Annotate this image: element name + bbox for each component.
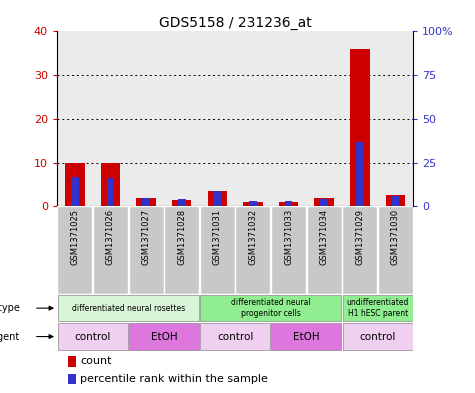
Text: GSM1371033: GSM1371033 [284,209,293,265]
Bar [164,31,200,206]
Bar [350,49,370,206]
Bar [58,295,199,321]
Bar [356,142,364,206]
Bar [378,31,413,206]
Text: cell type: cell type [0,303,19,313]
Bar [57,206,92,294]
Bar [391,196,399,206]
Bar [271,323,341,350]
Bar [67,356,76,367]
Text: percentile rank within the sample: percentile rank within the sample [80,374,268,384]
Text: control: control [75,332,111,342]
Bar [71,177,79,206]
Text: GSM1371032: GSM1371032 [248,209,257,265]
Bar [65,163,85,206]
Text: GSM1371027: GSM1371027 [142,209,151,265]
Bar [213,191,221,206]
Title: GDS5158 / 231236_at: GDS5158 / 231236_at [159,17,312,30]
Bar [128,31,164,206]
Bar [342,31,378,206]
Bar [306,31,342,206]
Bar [67,374,76,384]
Bar [249,201,257,206]
Text: GSM1371031: GSM1371031 [213,209,222,265]
Bar [279,202,298,206]
Text: GSM1371028: GSM1371028 [177,209,186,265]
Bar [101,163,120,206]
Bar [235,31,271,206]
Bar [320,199,328,206]
Bar [129,206,163,294]
Bar [342,323,412,350]
Bar [93,206,128,294]
Bar [129,323,199,350]
Text: EtOH: EtOH [293,332,320,342]
Bar [342,295,412,321]
Bar [378,206,413,294]
Bar [271,31,306,206]
Bar [57,31,93,206]
Bar [200,323,270,350]
Bar [200,31,235,206]
Text: control: control [217,332,253,342]
Bar [164,206,199,294]
Text: agent: agent [0,332,19,342]
Bar [386,195,405,206]
Bar [200,295,341,321]
Bar [106,178,114,206]
Text: GSM1371034: GSM1371034 [320,209,329,265]
Bar [142,198,150,206]
Text: GSM1371026: GSM1371026 [106,209,115,265]
Bar [178,199,186,206]
Bar [136,198,156,206]
Bar [243,202,263,206]
Bar [285,201,293,206]
Bar [58,323,127,350]
Bar [236,206,270,294]
Bar [200,206,235,294]
Text: undifferentiated
H1 hESC parent: undifferentiated H1 hESC parent [346,298,409,318]
Text: count: count [80,356,112,366]
Bar [271,206,306,294]
Bar [172,200,191,206]
Bar [307,206,342,294]
Bar [314,198,334,206]
Text: differentiated neural rosettes: differentiated neural rosettes [72,304,185,313]
Text: GSM1371029: GSM1371029 [355,209,364,265]
Text: GSM1371025: GSM1371025 [70,209,79,265]
Bar [208,191,227,206]
Text: GSM1371030: GSM1371030 [391,209,400,265]
Bar [93,31,128,206]
Text: control: control [360,332,396,342]
Text: EtOH: EtOH [151,332,177,342]
Bar [342,206,377,294]
Text: differentiated neural
progenitor cells: differentiated neural progenitor cells [231,298,311,318]
